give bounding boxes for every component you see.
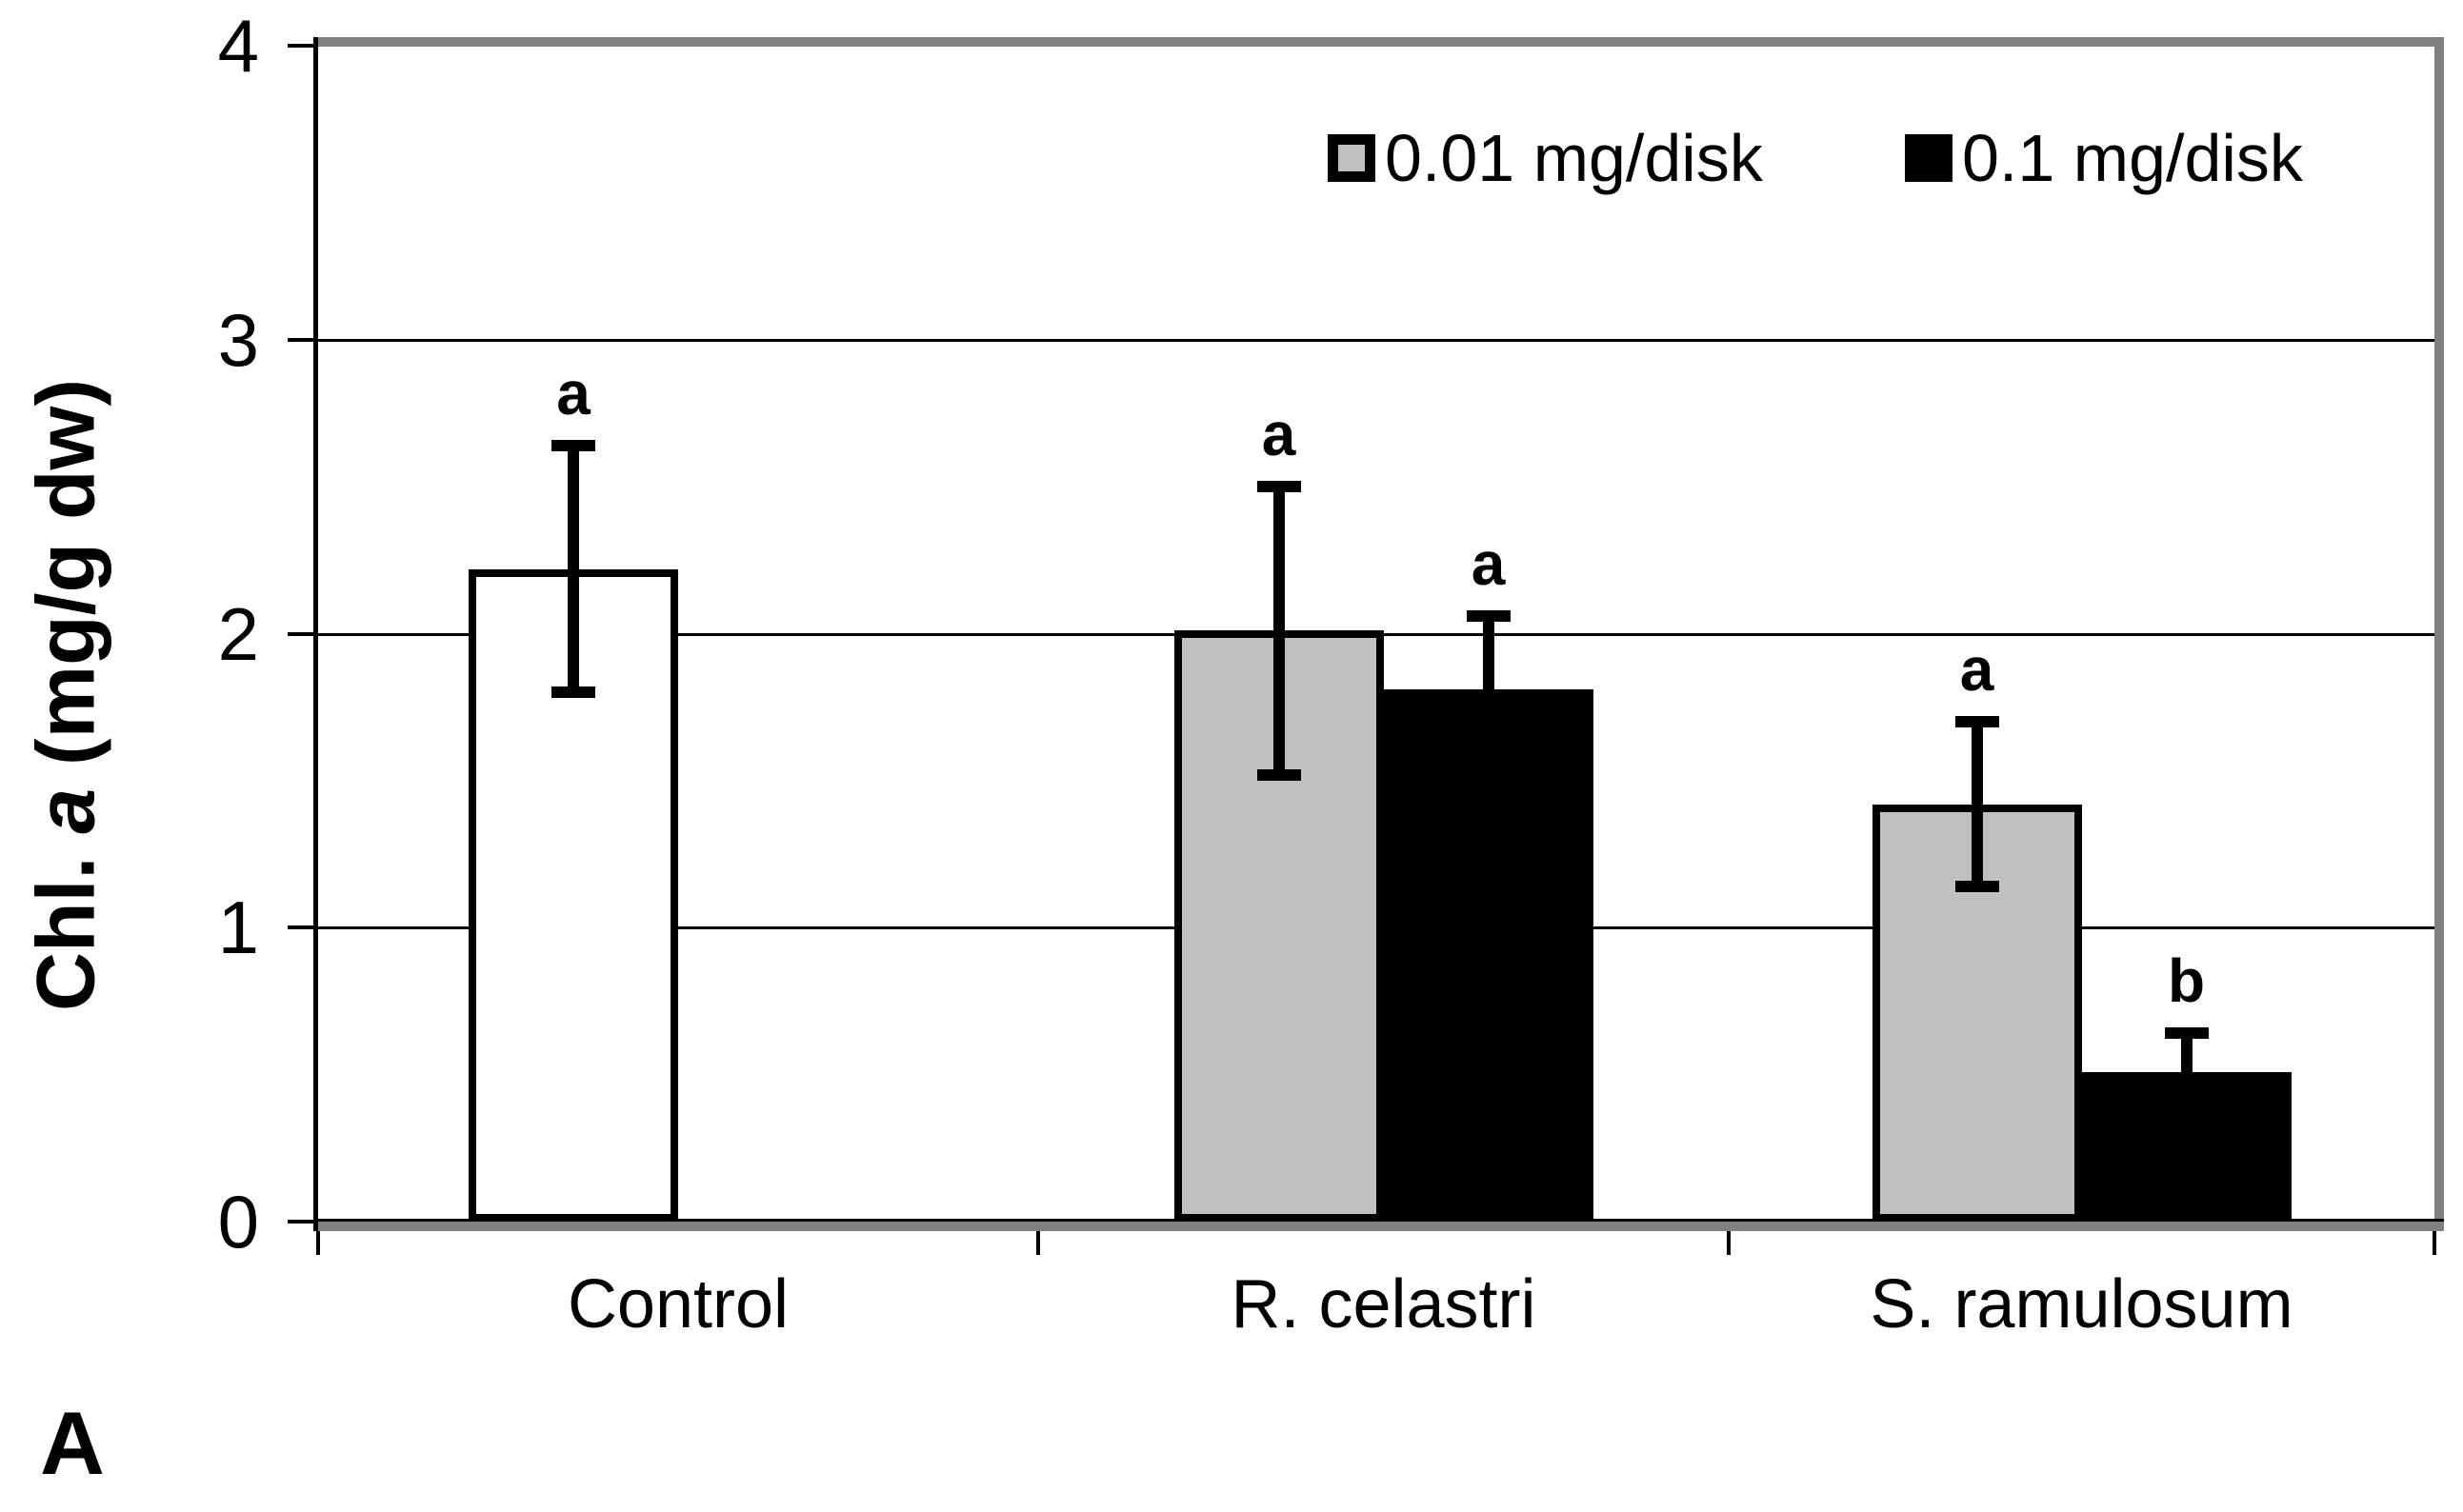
plot-border-right bbox=[2434, 37, 2444, 1231]
error-bar-cap-bottom bbox=[1466, 757, 1511, 769]
error-bar-line bbox=[2180, 1033, 2193, 1110]
plot-border-bottom bbox=[313, 1222, 2444, 1231]
y-axis-title-prefix: Chl. bbox=[20, 833, 112, 1012]
gridline-y3 bbox=[318, 338, 2434, 342]
significance-letter: a bbox=[1261, 400, 1296, 469]
y-tick-4 bbox=[288, 44, 318, 48]
legend-item-low-dose: 0.01 mg/disk bbox=[1328, 121, 1763, 195]
legend-label-low-dose: 0.01 mg/disk bbox=[1385, 121, 1763, 195]
legend-item-high-dose: 0.1 mg/disk bbox=[1905, 121, 2303, 195]
significance-letter: a bbox=[1959, 635, 1994, 705]
y-tick-2 bbox=[288, 631, 318, 636]
error-bar-cap-top bbox=[551, 439, 595, 451]
y-tick-label-4: 4 bbox=[217, 4, 259, 88]
significance-letter: a bbox=[556, 358, 591, 428]
error-bar-cap-top bbox=[1954, 716, 1999, 728]
bar-Rcelastri-0.01 bbox=[1173, 630, 1384, 1222]
y-tick-label-1: 1 bbox=[217, 885, 259, 970]
legend-swatch-gray bbox=[1328, 134, 1375, 182]
x-tick-1 bbox=[1036, 1230, 1040, 1255]
significance-letter: b bbox=[2167, 946, 2206, 1016]
y-tick-3 bbox=[288, 337, 318, 342]
error-bar-cap-bottom bbox=[1256, 768, 1301, 781]
y-tick-1 bbox=[288, 925, 318, 930]
error-bar-line bbox=[1482, 615, 1494, 764]
error-bar-line bbox=[568, 445, 579, 693]
x-tick-3 bbox=[2433, 1230, 2436, 1255]
y-tick-0 bbox=[288, 1220, 318, 1224]
legend-label-high-dose: 0.1 mg/disk bbox=[1962, 121, 2303, 195]
y-axis-title: Chl. a (mg/g dw) bbox=[20, 379, 114, 1011]
error-bar-cap-bottom bbox=[551, 686, 595, 699]
error-bar-cap-bottom bbox=[1954, 881, 1999, 893]
error-bar-cap-top bbox=[1256, 481, 1301, 493]
legend-swatch-black bbox=[1905, 134, 1952, 182]
x-tick-0 bbox=[316, 1230, 320, 1255]
y-tick-label-0: 0 bbox=[217, 1180, 259, 1263]
y-tick-label-2: 2 bbox=[217, 591, 259, 676]
error-bar-cap-bottom bbox=[2164, 1104, 2209, 1116]
error-bar-line bbox=[1272, 487, 1285, 775]
category-label-1: R. celastri bbox=[1231, 1266, 1536, 1343]
x-tick-2 bbox=[1727, 1230, 1731, 1255]
error-bar-cap-top bbox=[2164, 1027, 2209, 1040]
y-axis-line bbox=[313, 37, 318, 1231]
bar-Rcelastri-0.1 bbox=[1383, 689, 1593, 1222]
category-label-2: S. ramulosum bbox=[1870, 1266, 2293, 1343]
y-axis-title-italic: a bbox=[20, 787, 112, 834]
plot-border-top bbox=[313, 37, 2443, 47]
x-axis-line bbox=[313, 1219, 2444, 1222]
category-label-0: Control bbox=[567, 1266, 790, 1343]
panel-label: A bbox=[40, 1393, 105, 1493]
error-bar-cap-top bbox=[1466, 609, 1511, 622]
error-bar-line bbox=[1971, 722, 1983, 887]
y-axis-title-suffix: (mg/g dw) bbox=[20, 378, 112, 788]
y-tick-label-3: 3 bbox=[217, 297, 259, 382]
significance-letter: a bbox=[1471, 528, 1506, 598]
